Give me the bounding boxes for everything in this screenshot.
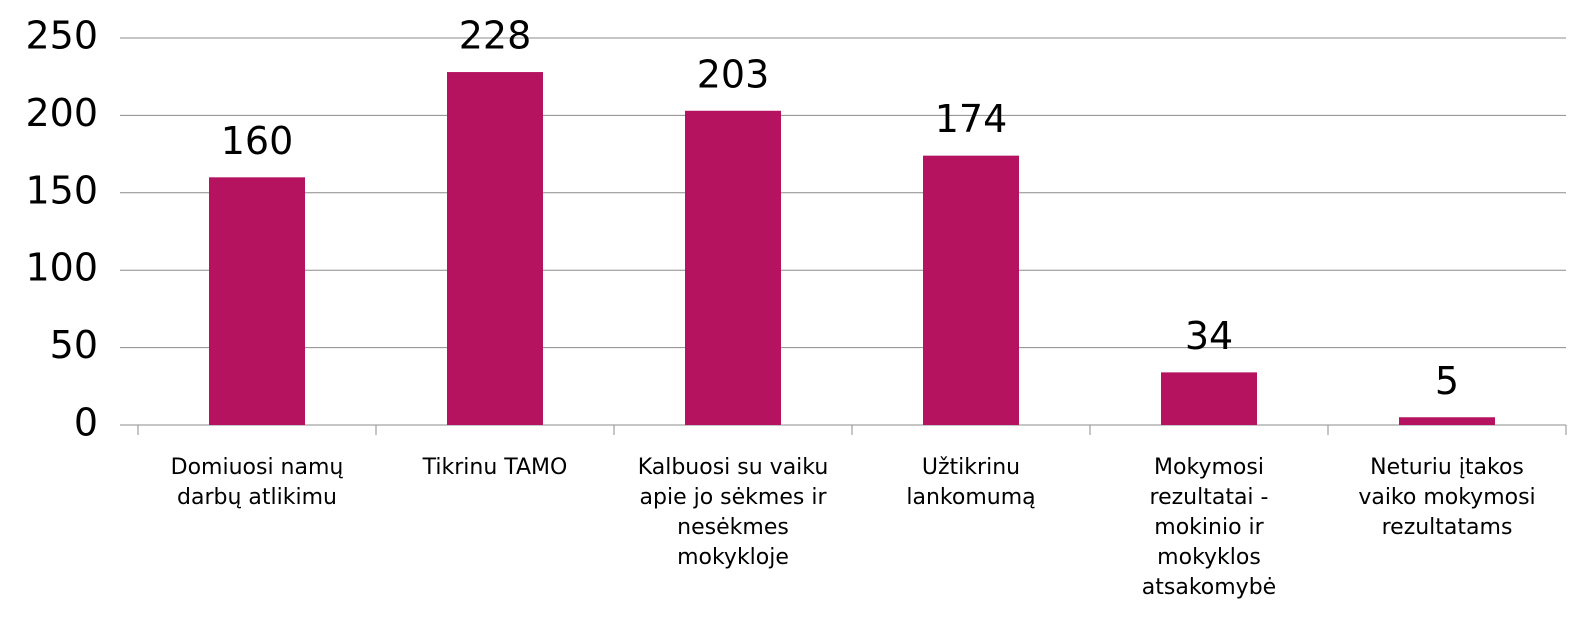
value-label: 203	[697, 52, 770, 96]
y-tick-label: 250	[25, 14, 98, 58]
value-label: 5	[1435, 359, 1459, 403]
y-tick-label: 0	[74, 401, 98, 445]
bar	[685, 110, 781, 426]
value-label: 34	[1185, 314, 1233, 358]
y-tick-label: 200	[25, 91, 98, 135]
bar	[209, 177, 305, 425]
y-tick-label: 100	[25, 246, 98, 290]
bar	[1399, 417, 1495, 425]
value-label: 174	[935, 97, 1008, 141]
bar	[447, 72, 543, 425]
bar	[1161, 372, 1257, 425]
bar	[923, 155, 1019, 425]
x-tick-label: Mokymosi rezultatai - mokinio ir mokyklo…	[1141, 455, 1277, 600]
value-label: 160	[221, 119, 294, 163]
x-tick-label: Domiuosi namų darbų atlikimu	[170, 455, 344, 510]
y-tick-label: 150	[25, 168, 98, 212]
x-tick-label: Užtikrinu lankomumą	[906, 455, 1036, 510]
value-label: 228	[459, 14, 532, 58]
x-tick-label: Tikrinu TAMO	[422, 455, 568, 480]
y-tick-label: 50	[50, 323, 98, 367]
x-tick-label: Neturiu įtakos vaiko mokymosi rezultatam…	[1358, 455, 1536, 540]
x-tick-label: Kalbuosi su vaiku apie jo sėkmes ir nesė…	[637, 455, 829, 570]
